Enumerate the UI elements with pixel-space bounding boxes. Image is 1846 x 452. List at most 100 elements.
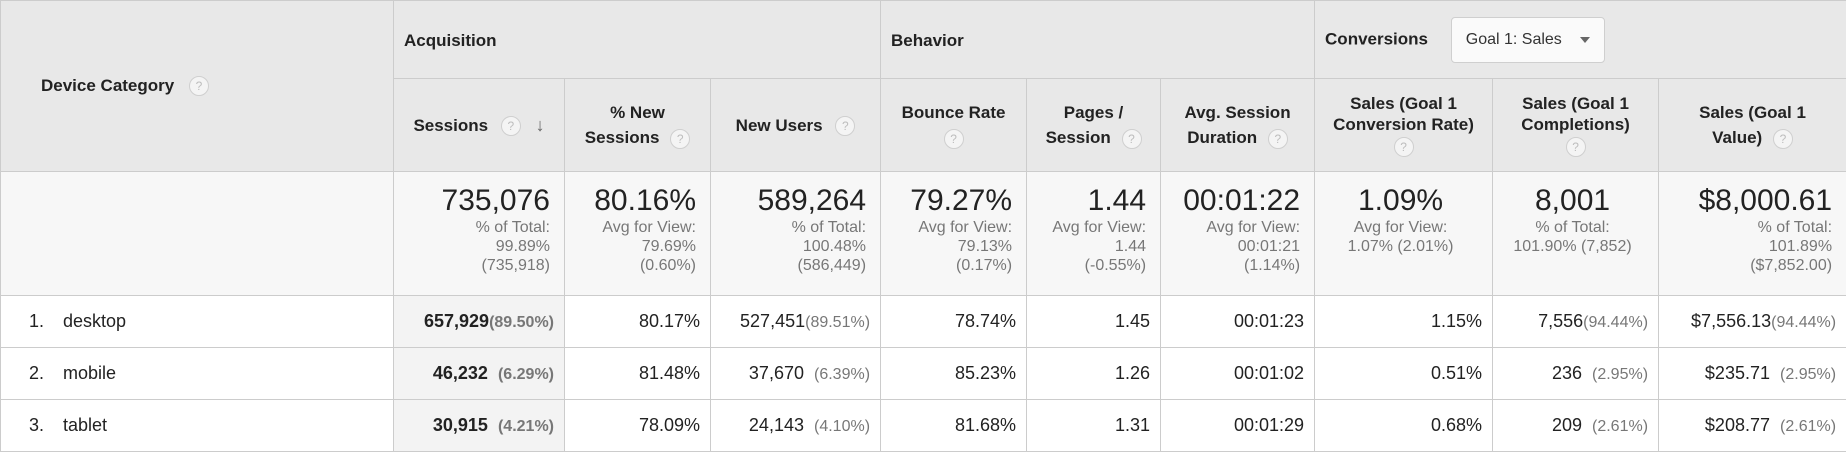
total-caption: (1.14%) <box>1169 256 1300 275</box>
table-row: 1.desktop 657,929(89.50%) 80.17% 527,451… <box>1 296 1846 348</box>
behavior-group-header: Behavior <box>881 1 1315 79</box>
total-caption: 00:01:21 <box>1169 237 1300 256</box>
column-header-avg-session-duration[interactable]: Avg. Session Duration ? <box>1161 79 1315 172</box>
help-icon[interactable]: ? <box>1122 129 1142 149</box>
completions-cell: 236 (2.95%) <box>1493 348 1659 400</box>
column-header-label: Session <box>1046 128 1111 147</box>
cell-value: 24,143 <box>749 415 804 435</box>
help-icon[interactable]: ? <box>501 116 521 136</box>
pages-per-session-cell: 1.26 <box>1027 348 1161 400</box>
column-header-new-users[interactable]: New Users ? <box>711 79 881 172</box>
cell-value: 209 <box>1552 415 1582 435</box>
new-users-cell: 24,143 (4.10%) <box>711 400 881 452</box>
device-name-link[interactable]: tablet <box>63 415 107 435</box>
goal-select-dropdown[interactable]: Goal 1: Sales <box>1451 17 1606 63</box>
total-caption: % of Total: <box>1501 218 1644 237</box>
help-icon[interactable]: ? <box>1394 137 1414 157</box>
help-icon[interactable]: ? <box>1268 129 1288 149</box>
total-caption: (735,918) <box>402 256 550 275</box>
cell-percent: (4.10%) <box>814 418 870 435</box>
conversion-rate-cell: 0.51% <box>1315 348 1493 400</box>
total-caption: Avg for View: <box>1323 218 1478 237</box>
new-users-cell: 37,670 (6.39%) <box>711 348 881 400</box>
column-header-label: Pages / <box>1033 100 1154 125</box>
completions-cell: 209 (2.61%) <box>1493 400 1659 452</box>
column-header-completions[interactable]: Sales (Goal 1 Completions) ? <box>1493 79 1659 172</box>
group-header-row: Device Category ? Acquisition Behavior C… <box>1 1 1846 79</box>
cell-percent: (2.95%) <box>1780 366 1836 383</box>
cell-value: $235.71 <box>1705 363 1770 383</box>
chevron-down-icon <box>1580 37 1590 43</box>
device-name-cell[interactable]: 1.desktop <box>1 296 394 348</box>
total-caption: % of Total: <box>1667 218 1832 237</box>
total-caption: 1.44 <box>1035 237 1146 256</box>
totals-row: 735,076 % of Total: 99.89% (735,918) 80.… <box>1 172 1846 296</box>
column-header-label: Sessions <box>585 128 660 147</box>
column-header-pages-per-session[interactable]: Pages / Session ? <box>1027 79 1161 172</box>
column-header-label: % New <box>571 100 704 125</box>
acquisition-label: Acquisition <box>404 31 497 50</box>
help-icon[interactable]: ? <box>1566 137 1586 157</box>
help-icon[interactable]: ? <box>835 116 855 136</box>
conversions-group-header: Conversions Goal 1: Sales <box>1315 1 1846 79</box>
total-value: $8,000.61 <box>1667 184 1832 218</box>
column-header-sessions[interactable]: Sessions ? ↓ <box>394 79 565 172</box>
cell-value: 657,929 <box>424 311 489 331</box>
total-caption: (0.60%) <box>573 256 696 275</box>
total-caption: 1.07% (2.01%) <box>1323 237 1478 256</box>
cell-percent: (6.39%) <box>814 366 870 383</box>
column-header-new-sessions[interactable]: % New Sessions ? <box>565 79 711 172</box>
acquisition-group-header: Acquisition <box>394 1 881 79</box>
table-row: 3.tablet 30,915 (4.21%) 78.09% 24,143 (4… <box>1 400 1846 452</box>
cell-percent: (89.51%) <box>805 314 870 331</box>
total-caption: % of Total: <box>402 218 550 237</box>
total-caption: Avg for View: <box>889 218 1012 237</box>
total-caption: ($7,852.00) <box>1667 256 1832 275</box>
sessions-cell: 30,915 (4.21%) <box>394 400 565 452</box>
cell-value: 37,670 <box>749 363 804 383</box>
duration-cell: 00:01:02 <box>1161 348 1315 400</box>
help-icon[interactable]: ? <box>189 76 209 96</box>
sort-descending-icon[interactable]: ↓ <box>536 115 545 135</box>
totals-cell: 79.27% Avg for View: 79.13% (0.17%) <box>881 172 1027 296</box>
cell-percent: (6.29%) <box>498 366 554 383</box>
totals-cell: 00:01:22 Avg for View: 00:01:21 (1.14%) <box>1161 172 1315 296</box>
total-caption: 99.89% <box>402 237 550 256</box>
help-icon[interactable]: ? <box>670 129 690 149</box>
new-sessions-cell: 78.09% <box>565 400 711 452</box>
device-category-header[interactable]: Device Category ? <box>1 1 394 172</box>
help-icon[interactable]: ? <box>1773 129 1793 149</box>
column-header-label: Avg. Session <box>1167 100 1308 125</box>
duration-cell: 00:01:23 <box>1161 296 1315 348</box>
cell-percent: (4.21%) <box>498 418 554 435</box>
bounce-rate-cell: 78.74% <box>881 296 1027 348</box>
total-caption: % of Total: <box>719 218 866 237</box>
bounce-rate-cell: 85.23% <box>881 348 1027 400</box>
totals-cell: $8,000.61 % of Total: 101.89% ($7,852.00… <box>1659 172 1846 296</box>
new-sessions-cell: 80.17% <box>565 296 711 348</box>
total-caption: (-0.55%) <box>1035 256 1146 275</box>
help-icon[interactable]: ? <box>944 129 964 149</box>
total-value: 589,264 <box>719 184 866 218</box>
column-header-value[interactable]: Sales (Goal 1 Value) ? <box>1659 79 1846 172</box>
device-name-link[interactable]: desktop <box>63 311 126 331</box>
device-name-link[interactable]: mobile <box>63 363 116 383</box>
column-header-conversion-rate[interactable]: Sales (Goal 1 Conversion Rate) ? <box>1315 79 1493 172</box>
completions-cell: 7,556(94.44%) <box>1493 296 1659 348</box>
total-caption: 101.90% (7,852) <box>1501 237 1644 256</box>
total-value: 00:01:22 <box>1169 184 1300 218</box>
column-header-label: Value) <box>1712 128 1762 147</box>
total-value: 79.27% <box>889 184 1012 218</box>
new-sessions-cell: 81.48% <box>565 348 711 400</box>
device-name-cell[interactable]: 3.tablet <box>1 400 394 452</box>
value-cell: $208.77 (2.61%) <box>1659 400 1846 452</box>
column-header-label: Sales (Goal 1 <box>1321 93 1486 114</box>
conversion-rate-cell: 0.68% <box>1315 400 1493 452</box>
cell-value: $7,556.13 <box>1691 311 1771 331</box>
column-header-label: New Users <box>736 116 823 135</box>
device-name-cell[interactable]: 2.mobile <box>1 348 394 400</box>
column-header-bounce-rate[interactable]: Bounce Rate ? <box>881 79 1027 172</box>
cell-value: 30,915 <box>433 415 488 435</box>
totals-cell: 1.09% Avg for View: 1.07% (2.01%) <box>1315 172 1493 296</box>
